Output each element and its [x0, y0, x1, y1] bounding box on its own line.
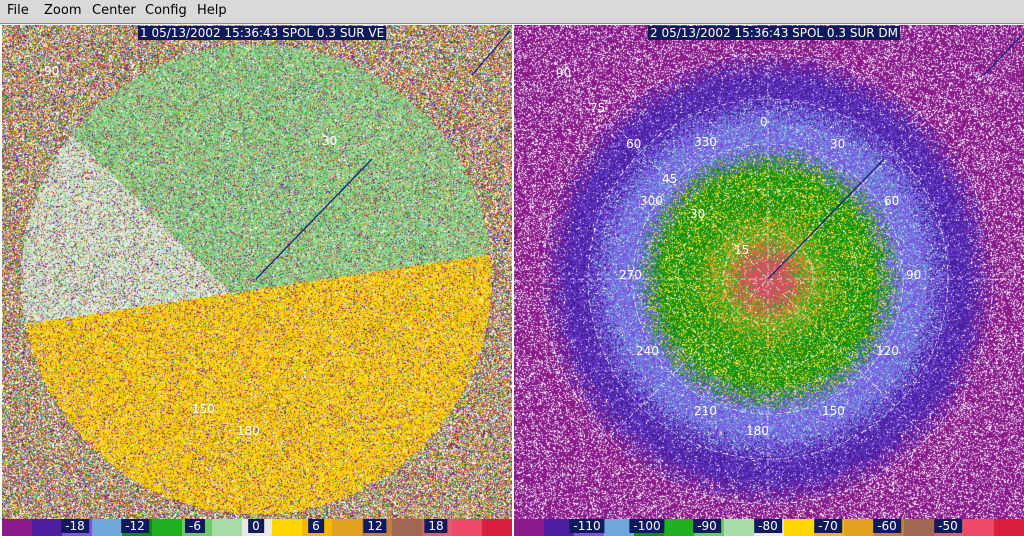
azimuth-label: 180 — [746, 424, 769, 438]
scale-label: -60 — [873, 519, 901, 533]
scale-swatch — [964, 519, 994, 536]
scale-swatch — [994, 519, 1024, 536]
scale-label: 6 — [308, 519, 324, 533]
radar-panel-velocity[interactable]: 90 30 150 180 1 05/13/2002 15:36:43 SPOL… — [2, 25, 512, 536]
scale-label: -12 — [121, 519, 149, 533]
radar-panel-dm[interactable]: 90 75 60 45 30 15 0 30 60 90 120 150 180… — [514, 25, 1024, 536]
azimuth-label: 60 — [884, 194, 899, 208]
azimuth-label: 120 — [876, 344, 899, 358]
scale-swatch — [2, 519, 32, 536]
scale-label: -50 — [934, 519, 962, 533]
scale-swatch — [604, 519, 634, 536]
scale-label: -110 — [569, 519, 605, 533]
scale-swatch — [392, 519, 422, 536]
azimuth-label: 90 — [44, 64, 59, 78]
azimuth-label: 180 — [237, 424, 260, 438]
scale-swatch — [904, 519, 934, 536]
menu-config[interactable]: Config — [145, 3, 187, 18]
azimuth-label: 75 — [590, 101, 605, 115]
azimuth-label: 90 — [556, 66, 571, 80]
azimuth-label: 150 — [192, 402, 215, 416]
azimuth-label: 150 — [822, 404, 845, 418]
scale-label: 0 — [248, 519, 264, 533]
color-scale: -110 -100 -90 -80 -70 -60 -50 — [514, 519, 1024, 536]
scale-label: 12 — [363, 519, 387, 533]
scale-label: 18 — [424, 519, 448, 533]
azimuth-label: 240 — [636, 344, 659, 358]
radar-image-velocity[interactable] — [2, 25, 512, 519]
cursor-line-far — [983, 34, 1023, 76]
scale-swatch — [724, 519, 754, 536]
scale-swatch — [482, 519, 512, 536]
scale-swatch — [152, 519, 182, 536]
scale-label: -18 — [61, 519, 89, 533]
range-ring-overlay: 90 75 60 45 30 15 0 30 60 90 120 150 180… — [534, 34, 1023, 505]
cursor-line-far — [471, 30, 511, 76]
scale-swatch — [92, 519, 122, 536]
azimuth-label: 90 — [906, 268, 921, 282]
menu-file[interactable]: File — [7, 3, 29, 18]
scale-swatch — [452, 519, 482, 536]
azimuth-label: 270 — [619, 268, 642, 282]
menu-center[interactable]: Center — [92, 3, 136, 18]
scale-label: -80 — [754, 519, 782, 533]
scale-label: -70 — [814, 519, 842, 533]
scale-swatch — [544, 519, 574, 536]
azimuth-label: 45 — [662, 172, 677, 186]
scale-swatch — [332, 519, 362, 536]
scale-label: -6 — [185, 519, 205, 533]
azimuth-label: 15 — [734, 243, 749, 257]
cursor-line — [767, 158, 885, 280]
cursor-line — [255, 158, 373, 280]
azimuth-label: 30 — [322, 134, 337, 148]
panel-title: 2 05/13/2002 15:36:43 SPOL 0.3 SUR DM — [648, 26, 900, 40]
scale-swatch — [514, 519, 544, 536]
scale-swatch — [272, 519, 302, 536]
menu-help[interactable]: Help — [197, 3, 227, 18]
panel-divider — [512, 25, 514, 536]
scale-swatch — [844, 519, 874, 536]
radar-image-dm[interactable] — [514, 25, 1024, 519]
azimuth-label: 30 — [690, 207, 705, 221]
azimuth-label: 60 — [626, 137, 641, 151]
azimuth-label: 30 — [830, 137, 845, 151]
azimuth-label: 300 — [640, 194, 663, 208]
scale-label: -90 — [693, 519, 721, 533]
scale-swatch — [212, 519, 242, 536]
color-scale: -18 -12 -6 0 6 12 18 — [2, 519, 512, 536]
menu-zoom[interactable]: Zoom — [44, 3, 82, 18]
range-ring-overlay: 90 30 150 180 — [44, 30, 511, 438]
scale-swatch — [32, 519, 62, 536]
menu-bar: File Zoom Center Config Help — [0, 0, 1024, 24]
azimuth-label: 330 — [694, 135, 717, 149]
azimuth-label: 0 — [760, 115, 768, 129]
scale-label: -100 — [629, 519, 665, 533]
azimuth-label: 210 — [694, 404, 717, 418]
scale-swatch — [664, 519, 694, 536]
panel-title: 1 05/13/2002 15:36:43 SPOL 0.3 SUR VE — [138, 26, 387, 40]
scale-swatch — [784, 519, 814, 536]
